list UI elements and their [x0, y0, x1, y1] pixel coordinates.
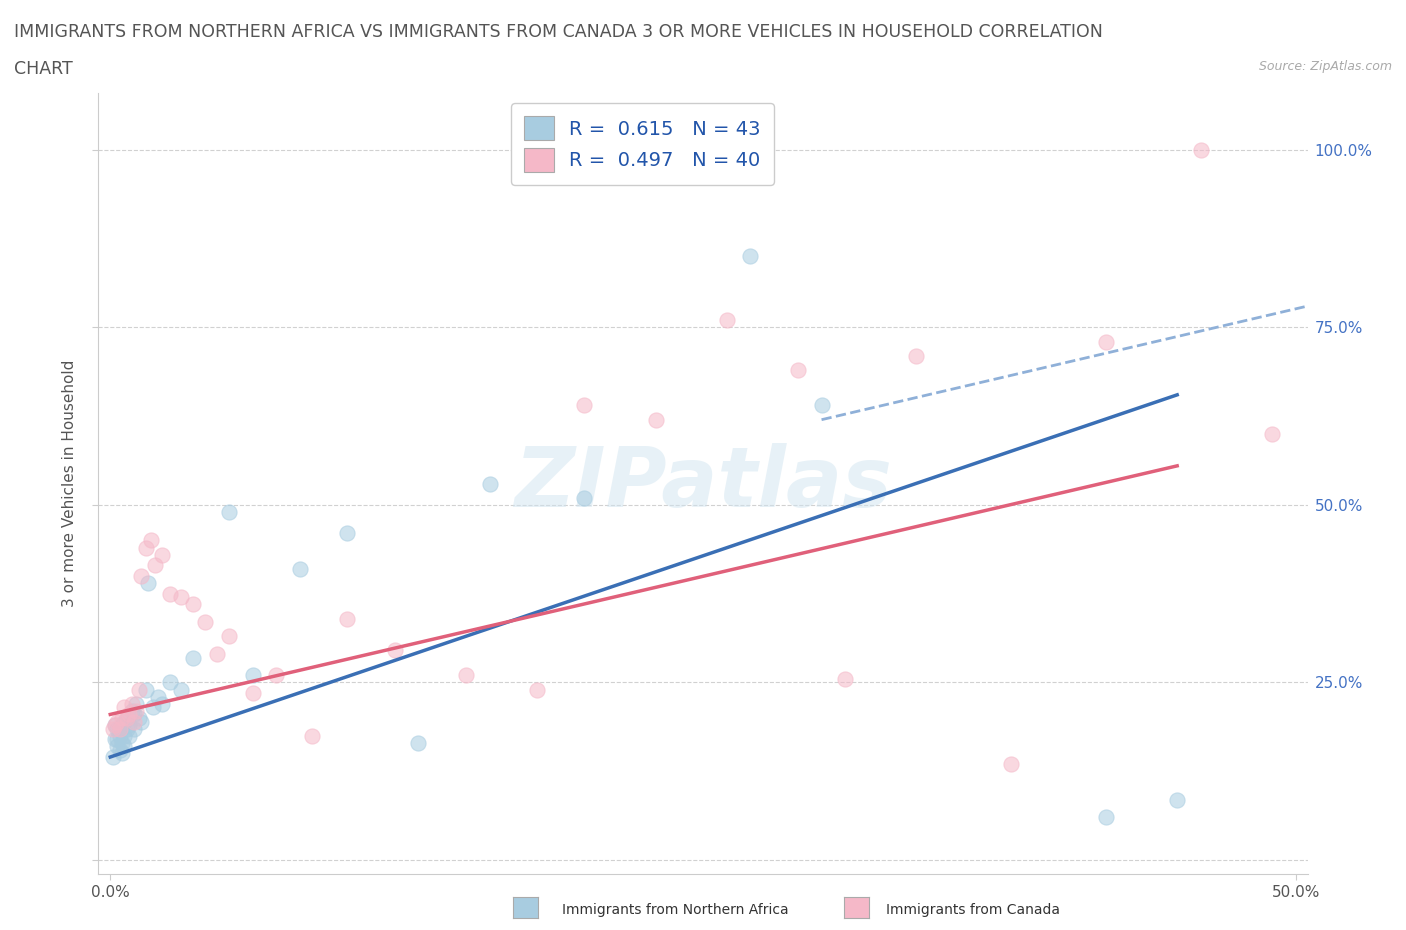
Point	[181, 597, 204, 612]
Y-axis label: 3 or more Vehicles in Household: 3 or more Vehicles in Household	[62, 360, 77, 607]
Legend: R =  0.615   N = 43, R =  0.497   N = 40: R = 0.615 N = 43, R = 0.497 N = 40	[510, 102, 775, 185]
Point	[205, 646, 228, 661]
Point	[122, 707, 145, 722]
Point	[834, 671, 856, 686]
Point	[118, 707, 141, 722]
Point	[115, 711, 138, 725]
Point	[114, 700, 136, 715]
Point	[111, 746, 134, 761]
Point	[135, 682, 157, 697]
Point	[128, 682, 150, 697]
Point	[644, 412, 666, 427]
Point	[152, 697, 174, 711]
Point	[128, 711, 150, 725]
Point	[1000, 757, 1022, 772]
Point	[408, 736, 430, 751]
Point	[111, 718, 134, 733]
Point	[218, 505, 240, 520]
Point	[139, 533, 162, 548]
Point	[105, 739, 128, 754]
Point	[454, 668, 477, 683]
Point	[1261, 427, 1284, 442]
Point	[135, 540, 157, 555]
Point	[905, 349, 928, 364]
Point	[170, 590, 193, 604]
Point	[121, 703, 143, 718]
Point	[384, 643, 406, 658]
Point	[115, 711, 138, 725]
Point	[108, 721, 131, 736]
Point	[104, 732, 127, 747]
Point	[142, 700, 165, 715]
Point	[1189, 142, 1212, 157]
Point	[108, 728, 131, 743]
Point	[526, 682, 548, 697]
Point	[194, 615, 217, 630]
Point	[105, 714, 128, 729]
Text: CHART: CHART	[14, 60, 73, 78]
Point	[786, 363, 808, 378]
Point	[159, 675, 181, 690]
Point	[114, 714, 136, 729]
Point	[125, 703, 148, 718]
Point	[108, 742, 131, 757]
Point	[264, 668, 287, 683]
Point	[115, 721, 138, 736]
Point	[1095, 810, 1118, 825]
Point	[181, 650, 204, 665]
Point	[336, 611, 359, 626]
Text: ZIPatlas: ZIPatlas	[515, 443, 891, 525]
Point	[118, 728, 141, 743]
Point	[740, 249, 762, 264]
Point	[101, 721, 124, 736]
Point	[1095, 334, 1118, 349]
Point	[242, 685, 264, 700]
Point	[105, 732, 128, 747]
Text: Immigrants from Canada: Immigrants from Canada	[886, 902, 1060, 917]
Point	[129, 714, 152, 729]
Point	[125, 697, 148, 711]
Point	[104, 718, 127, 733]
Point	[136, 576, 159, 591]
Point	[288, 562, 311, 577]
Text: Immigrants from Northern Africa: Immigrants from Northern Africa	[562, 902, 789, 917]
Point	[159, 586, 181, 601]
Text: Source: ZipAtlas.com: Source: ZipAtlas.com	[1258, 60, 1392, 73]
Text: IMMIGRANTS FROM NORTHERN AFRICA VS IMMIGRANTS FROM CANADA 3 OR MORE VEHICLES IN : IMMIGRANTS FROM NORTHERN AFRICA VS IMMIG…	[14, 23, 1102, 41]
Point	[101, 750, 124, 764]
Point	[301, 728, 323, 743]
Point	[121, 697, 143, 711]
Point	[152, 547, 174, 562]
Point	[242, 668, 264, 683]
Point	[810, 398, 832, 413]
Point	[104, 718, 127, 733]
Point	[218, 629, 240, 644]
Point	[122, 721, 145, 736]
Point	[111, 736, 134, 751]
Point	[114, 728, 136, 743]
Point	[336, 525, 359, 540]
Point	[574, 398, 596, 413]
Point	[146, 689, 169, 704]
Point	[111, 711, 134, 725]
Point	[129, 568, 152, 583]
Point	[105, 721, 128, 736]
Point	[122, 714, 145, 729]
Point	[143, 558, 166, 573]
Point	[478, 476, 501, 491]
Point	[118, 718, 141, 733]
Point	[114, 739, 136, 754]
Point	[574, 490, 596, 505]
Point	[716, 312, 738, 327]
Point	[1166, 792, 1188, 807]
Point	[170, 682, 193, 697]
